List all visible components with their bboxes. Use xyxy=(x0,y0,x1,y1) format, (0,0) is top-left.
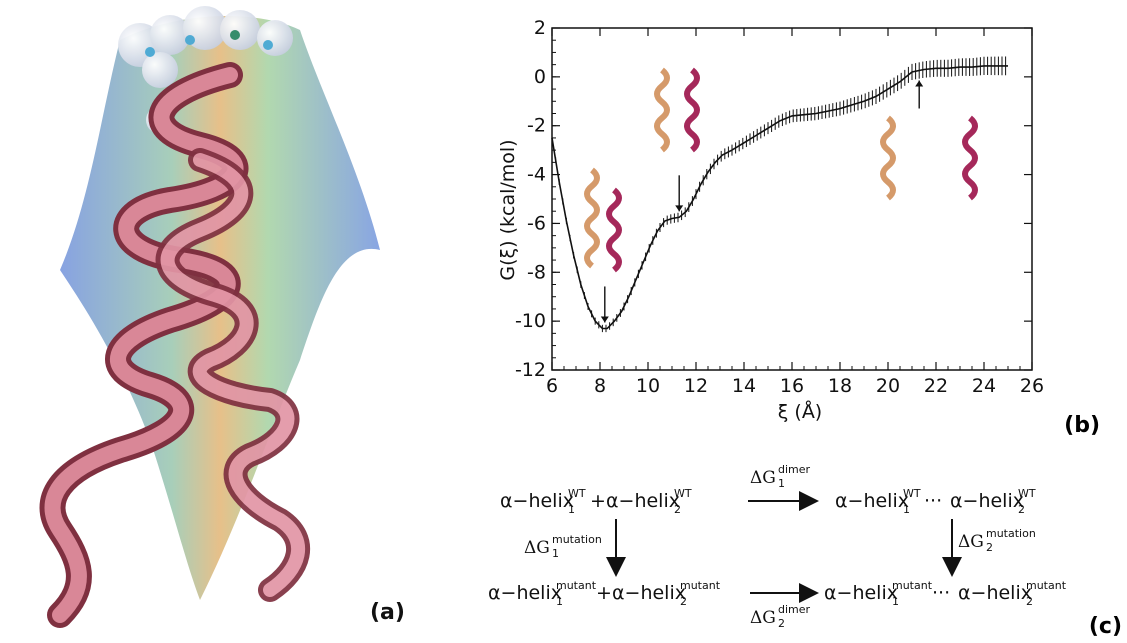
row1-helix1: α−helix xyxy=(500,490,574,512)
svg-text:α−helix: α−helix xyxy=(612,582,686,604)
row1-helix1-sup: WT xyxy=(568,487,586,500)
svg-text:α−helix: α−helix xyxy=(835,490,909,512)
y-tick-label: -4 xyxy=(527,164,546,186)
svg-text:···: ··· xyxy=(932,582,950,604)
svg-text:1: 1 xyxy=(903,503,910,516)
x-tick-label: 16 xyxy=(780,375,804,397)
svg-text:ΔG: ΔG xyxy=(750,608,776,628)
y-tick-label: -2 xyxy=(527,115,546,137)
y-tick-label: -12 xyxy=(515,359,546,381)
helix-dimer-illustration xyxy=(39,6,380,628)
svg-text:2: 2 xyxy=(986,541,993,554)
row1-helix1-sub: 1 xyxy=(568,503,575,516)
x-tick-label: 14 xyxy=(732,375,756,397)
x-tick-label: 26 xyxy=(1020,375,1044,397)
plot-area xyxy=(551,27,1033,371)
svg-text:α−helix: α−helix xyxy=(958,582,1032,604)
y-tick-label: 0 xyxy=(534,66,546,88)
thermodynamic-cycle: α−helix WT 1 + α−helix WT 2 ΔG dimer 1 α… xyxy=(488,463,1122,639)
x-tick-label: 10 xyxy=(636,375,660,397)
svg-text:mutant: mutant xyxy=(1026,579,1067,592)
dg-dimer-1: ΔG dimer 1 xyxy=(750,463,811,490)
helix-pair-bound-icon xyxy=(584,167,622,273)
row1-plus: + xyxy=(590,490,606,512)
y-tick-label: -6 xyxy=(527,212,546,234)
row1-helix2-sub: 2 xyxy=(674,503,681,516)
dg-mutation-1: ΔG mutation 1 xyxy=(524,533,602,560)
helix-ribbon-right xyxy=(155,148,310,602)
helix-ribbon-left xyxy=(39,62,249,628)
svg-text:mutant: mutant xyxy=(680,579,721,592)
panel-label-c: (c) xyxy=(1089,614,1122,639)
svg-text:+: + xyxy=(596,582,612,604)
svg-text:dimer: dimer xyxy=(778,603,811,616)
x-tick-label: 24 xyxy=(972,375,996,397)
svg-text:ΔG: ΔG xyxy=(958,532,984,552)
panel-label-a: (a) xyxy=(370,600,405,625)
svg-text:ΔG: ΔG xyxy=(524,538,550,558)
row1-right-complex: α−helix WT 1 ··· α−helix WT 2 xyxy=(835,487,1036,516)
row1-left-species: α−helix WT 1 + α−helix WT 2 xyxy=(500,487,692,516)
row2-right-complex: α−helix mutant 1 ··· α−helix mutant 2 xyxy=(824,579,1067,608)
svg-text:1: 1 xyxy=(778,477,785,490)
dg-dimer-2: ΔG dimer 2 xyxy=(750,603,811,630)
y-tick-label: 2 xyxy=(534,17,546,39)
svg-text:···: ··· xyxy=(924,490,942,512)
svg-text:mutation: mutation xyxy=(986,527,1036,540)
svg-text:2: 2 xyxy=(778,617,785,630)
svg-text:mutant: mutant xyxy=(892,579,933,592)
svg-text:α−helix: α−helix xyxy=(824,582,898,604)
axis-ticks xyxy=(551,27,1033,371)
plot-border xyxy=(551,27,1033,371)
svg-text:WT: WT xyxy=(1018,487,1036,500)
arrow-head xyxy=(915,80,924,87)
minimum-arrows xyxy=(600,80,924,323)
svg-text:α−helix: α−helix xyxy=(488,582,562,604)
x-tick-label: 20 xyxy=(876,375,900,397)
svg-text:mutation: mutation xyxy=(552,533,602,546)
row2-left-species: α−helix mutant 1 + α−helix mutant 2 xyxy=(488,579,721,608)
x-axis-label: ξ (Å) xyxy=(778,400,822,423)
svg-text:2: 2 xyxy=(1018,503,1025,516)
molecular-structure-panel: (a) xyxy=(0,0,440,639)
svg-text:1: 1 xyxy=(552,547,559,560)
svg-text:dimer: dimer xyxy=(778,463,811,476)
helix-pair-separated-icon xyxy=(880,115,978,201)
arrow-head xyxy=(600,316,609,323)
x-tick-label: 6 xyxy=(546,375,558,397)
y-axis-label: G(ξ) (kcal/mol) xyxy=(497,139,519,280)
helix-pair-intermediate-icon xyxy=(654,67,700,153)
arrow-head xyxy=(675,205,684,212)
svg-text:2: 2 xyxy=(680,595,687,608)
svg-text:mutant: mutant xyxy=(556,579,597,592)
x-tick-label: 12 xyxy=(684,375,708,397)
x-tick-label: 8 xyxy=(594,375,606,397)
svg-text:1: 1 xyxy=(892,595,899,608)
dg-mutation-2: ΔG mutation 2 xyxy=(958,527,1036,554)
svg-text:1: 1 xyxy=(556,595,563,608)
y-tick-label: -10 xyxy=(515,310,546,332)
x-tick-label: 18 xyxy=(828,375,852,397)
x-tick-label: 22 xyxy=(924,375,948,397)
svg-text:2: 2 xyxy=(1026,595,1033,608)
svg-text:ΔG: ΔG xyxy=(750,468,776,488)
row1-helix2: α−helix xyxy=(606,490,680,512)
y-tick-label: -8 xyxy=(527,261,546,283)
free-energy-curve xyxy=(551,65,1008,330)
panel-label-b: (b) xyxy=(1064,413,1100,438)
svg-text:α−helix: α−helix xyxy=(950,490,1024,512)
svg-text:WT: WT xyxy=(903,487,921,500)
row1-helix2-sup: WT xyxy=(674,487,692,500)
